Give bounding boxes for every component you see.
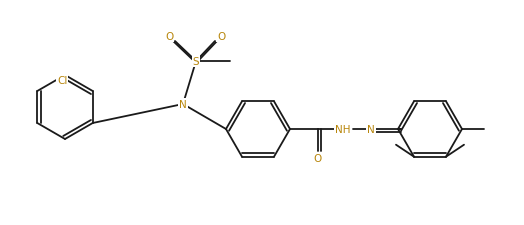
Text: Cl: Cl [57,76,68,86]
Text: NH: NH [335,124,351,134]
Text: O: O [314,153,322,163]
Text: O: O [165,32,173,42]
Text: O: O [217,32,225,42]
Text: S: S [193,57,199,67]
Text: N: N [179,99,187,110]
Text: N: N [367,124,375,134]
